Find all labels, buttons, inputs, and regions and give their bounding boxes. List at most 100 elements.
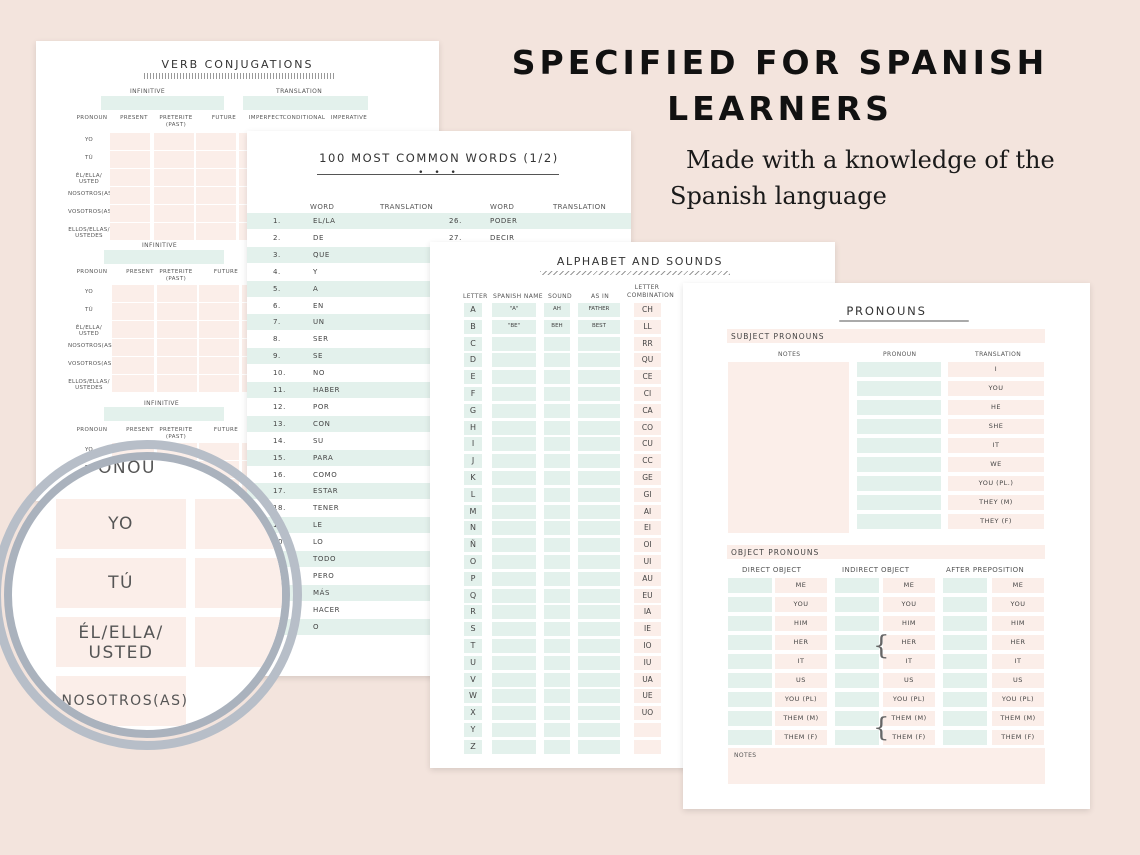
combination-cell	[634, 555, 661, 569]
object-input-cell	[835, 673, 879, 688]
sheet-title: VERB CONJUGATIONS	[161, 58, 314, 71]
sound: BEH	[551, 322, 563, 329]
infinitive-label-2: INFINITIVE	[142, 242, 178, 249]
zoom-cell	[56, 558, 186, 608]
as-in-cell	[578, 672, 620, 687]
object-input-cell	[728, 635, 772, 650]
letter: F	[470, 389, 476, 398]
combination: CA	[642, 405, 653, 415]
verb-cell	[112, 303, 154, 320]
letter: J	[471, 456, 475, 466]
as-in-cell	[578, 588, 620, 603]
name-cell	[492, 622, 536, 637]
alphabet-row: L GI	[464, 487, 714, 503]
headline-line-2: LEARNERS	[667, 89, 893, 128]
object-input-cell	[943, 635, 987, 650]
headline: SPECIFIED FOR SPANISH LEARNERS	[505, 40, 1055, 132]
alphabet-row: U IU	[464, 655, 714, 671]
word-row: 2. DE	[247, 230, 631, 247]
title-squiggle	[839, 320, 969, 322]
sound: AH	[553, 306, 561, 312]
letter-cell	[464, 353, 482, 368]
name-cell	[492, 655, 536, 670]
letter-cell	[464, 454, 482, 469]
word-number: 1.	[273, 217, 281, 225]
verb-cell	[110, 133, 150, 150]
combination: IE	[644, 624, 651, 634]
object-pronouns-header: OBJECT PRONOUNS	[727, 545, 1045, 559]
word: QUE	[313, 250, 330, 259]
letter: O	[469, 557, 477, 566]
pronoun-label: TÚ	[85, 155, 93, 161]
word-row: 14. SU	[247, 433, 631, 450]
name-cell	[492, 571, 536, 586]
name-cell	[492, 538, 536, 553]
pronoun-label: NOSOTROS(AS)	[68, 343, 115, 349]
combination-cell	[634, 639, 661, 653]
name-cell	[492, 319, 536, 334]
letter: Z	[470, 741, 476, 751]
combination: OI	[643, 540, 652, 550]
word: ESTAR	[313, 487, 339, 496]
name-cell	[492, 672, 536, 687]
letter-cell	[464, 370, 482, 385]
name-cell	[492, 437, 536, 452]
as-in-cell	[578, 639, 620, 653]
pronoun-label: VOSOTROS(AS)	[68, 209, 114, 215]
col-direct-object: DIRECT OBJECT	[742, 566, 802, 574]
letter: B	[470, 321, 476, 331]
brace: {	[873, 713, 890, 743]
sound-cell	[544, 403, 570, 418]
sound-cell	[544, 336, 570, 351]
object-input-cell	[835, 654, 879, 669]
alphabet-row: E CE	[464, 370, 714, 385]
object-label-cell: ME	[775, 578, 827, 593]
verb-cell	[154, 169, 194, 186]
letter: X	[470, 708, 476, 718]
notes-area	[728, 748, 1045, 784]
letter: Y	[470, 725, 476, 734]
title-dots: • • •	[418, 168, 460, 178]
verb-cell	[110, 205, 150, 222]
verb-cell	[110, 223, 150, 240]
combination: UA	[642, 674, 653, 684]
col-letter-combination: LETTER COMBINATION	[627, 284, 675, 299]
combination: AI	[643, 506, 652, 516]
combination: CC	[642, 456, 653, 466]
pronoun-label: NOSOTROS(AS)	[68, 191, 115, 197]
verb-cell	[157, 375, 197, 392]
alphabet-row: N EI	[464, 521, 714, 536]
alphabet-row: Z	[464, 739, 714, 755]
word-number: 3.	[273, 250, 281, 259]
word-row: 8. SER	[247, 331, 631, 348]
col-indirect-object: INDIRECT OBJECT	[842, 566, 910, 574]
word-right: PODER	[490, 217, 518, 225]
zoom-cell	[195, 558, 282, 608]
object-label-cell: THEM (M)	[883, 711, 935, 726]
verb-cell	[154, 223, 194, 240]
word-number: 7.	[273, 318, 281, 327]
name-cell	[492, 420, 536, 435]
letter-cell	[464, 420, 482, 435]
combination-cell	[634, 571, 661, 586]
letter: H	[469, 422, 476, 432]
letter-cell	[464, 605, 482, 620]
combination-cell	[634, 370, 661, 385]
notes-label: NOTES	[734, 752, 757, 759]
combination-cell	[634, 605, 661, 620]
col-letter: LETTER	[463, 293, 488, 300]
alphabet-row: J CC	[464, 454, 714, 469]
alphabet-row: R IA	[464, 605, 714, 620]
combination: UO	[641, 708, 654, 718]
zoom-cell	[195, 499, 282, 549]
word: LE	[313, 521, 323, 530]
as-in-cell	[578, 336, 620, 351]
letter-cell	[464, 403, 482, 418]
name-cell	[492, 639, 536, 653]
object-label-cell: HER	[775, 635, 827, 650]
zoom-label-yo: YO	[108, 514, 134, 534]
object-input-cell	[728, 711, 772, 726]
letter: L	[470, 489, 476, 499]
word-row: 16. COMO	[247, 467, 631, 484]
word: NO	[313, 369, 325, 378]
